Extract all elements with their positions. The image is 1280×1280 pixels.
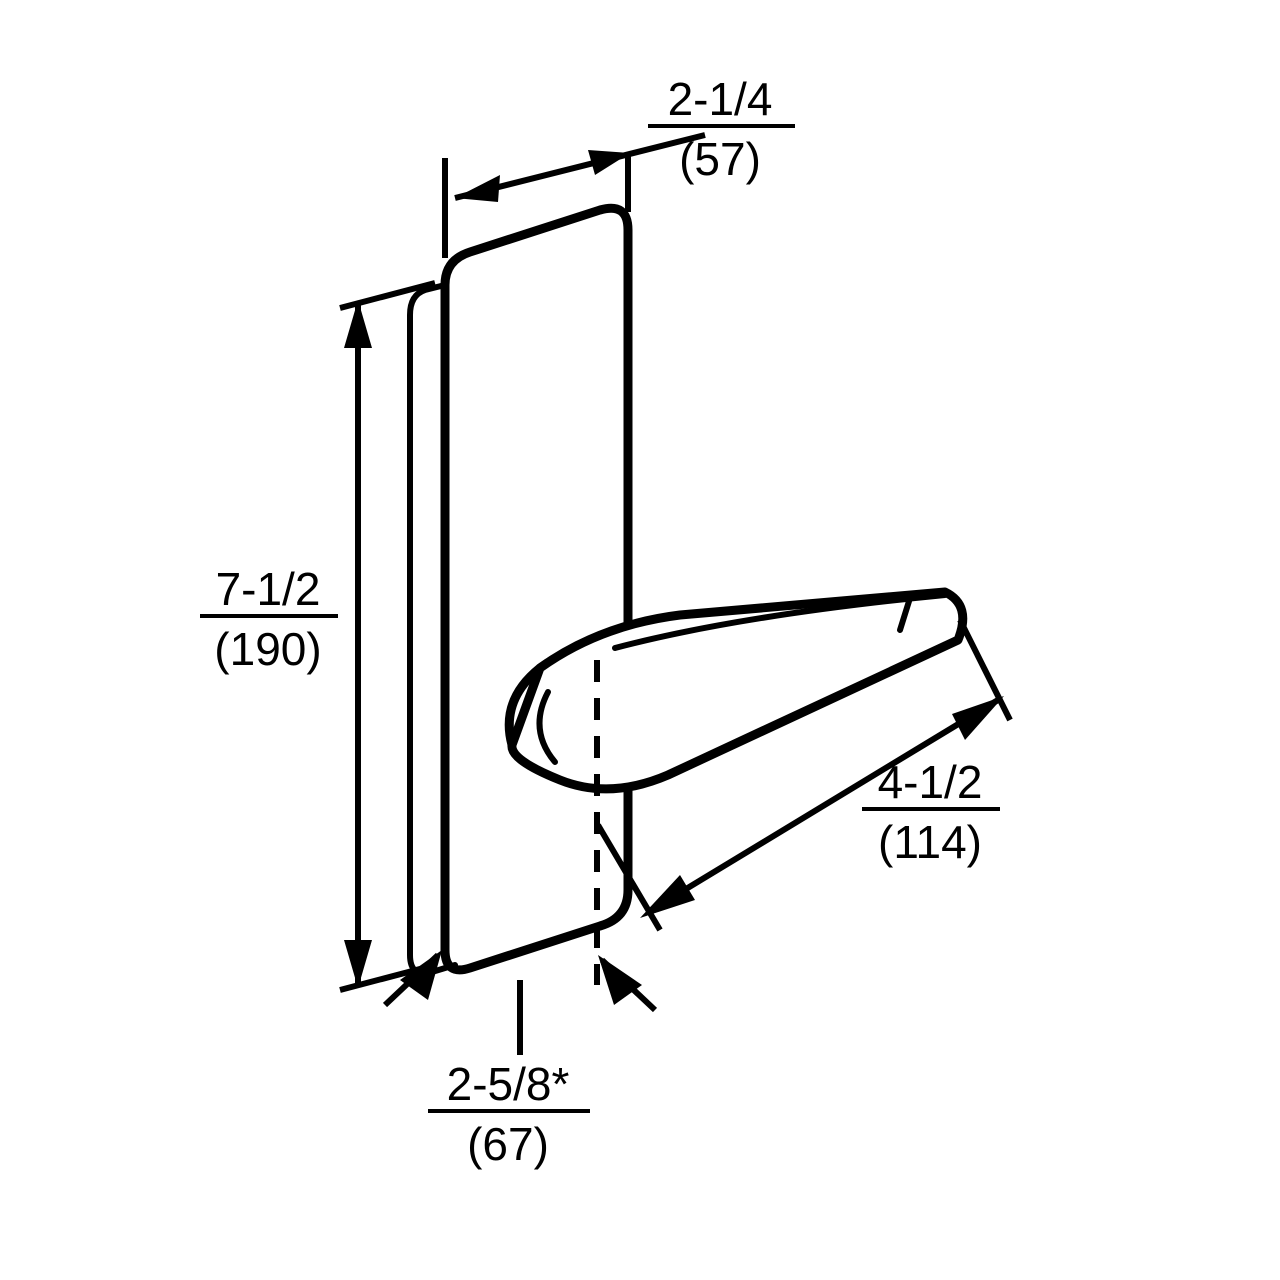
dim-lever-right-metric: (114) — [878, 816, 982, 868]
dim-backset-bottom-imperial: 2-5/8* — [447, 1058, 570, 1110]
dim-width-top-metric: (57) — [679, 133, 761, 185]
plate-front — [445, 208, 628, 970]
dim-width-top-imperial: 2-1/4 — [668, 73, 773, 125]
dim-backset-bottom-metric: (67) — [467, 1118, 549, 1170]
dim-height-left-imperial: 7-1/2 — [216, 563, 321, 615]
dimension-diagram: 2-1/4 (57) 7-1/2 (190) 4-1/2 (114) 2-5/8… — [0, 0, 1280, 1280]
dim-height-left — [340, 283, 435, 990]
dim-backset-bottom — [385, 950, 655, 1055]
dim-lever-right-imperial: 4-1/2 — [878, 756, 983, 808]
dim-height-left-metric: (190) — [214, 623, 321, 675]
